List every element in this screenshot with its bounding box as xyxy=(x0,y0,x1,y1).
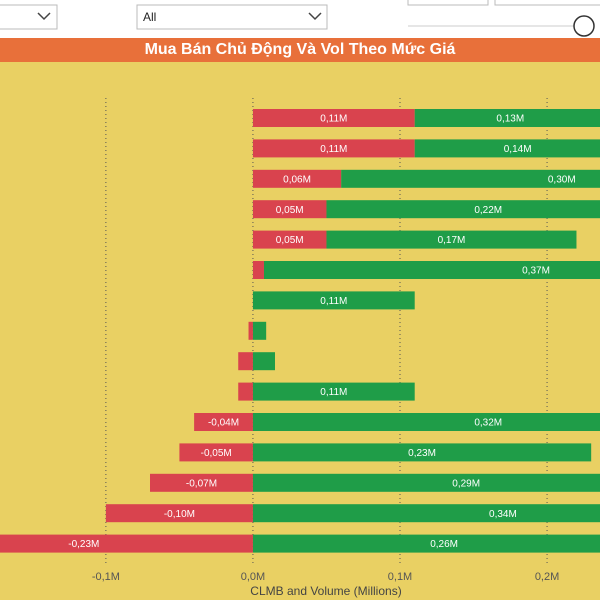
bar xyxy=(252,261,264,279)
data-label: -0,05M xyxy=(201,448,232,459)
bar xyxy=(194,413,253,431)
data-label: 0,34M xyxy=(489,509,517,520)
bar xyxy=(326,230,577,249)
bar xyxy=(252,413,600,431)
bar xyxy=(326,200,600,219)
x-tick-label: 0,2M xyxy=(535,571,559,583)
bar xyxy=(105,504,253,523)
data-label: 0,11M xyxy=(320,144,347,155)
data-label: 0,14M xyxy=(504,144,532,155)
bar xyxy=(252,443,592,462)
data-label: -0,07M xyxy=(186,478,217,489)
bar xyxy=(252,291,415,310)
x-axis-label: CLMB and Volume (Millions) xyxy=(250,584,401,598)
data-label: 0,11M xyxy=(320,296,347,307)
bar xyxy=(414,109,600,127)
data-label: 0,30M xyxy=(548,174,576,185)
bar xyxy=(252,230,327,249)
data-label: 0,37M xyxy=(522,266,550,277)
data-label: 0,11M xyxy=(320,114,347,125)
data-label: 0,13M xyxy=(496,114,524,125)
date-box[interactable] xyxy=(494,0,600,6)
dropdown-value: All xyxy=(143,10,156,24)
data-label: 0,05M xyxy=(276,235,304,246)
bar xyxy=(341,169,600,188)
title-bar xyxy=(0,38,600,62)
bar xyxy=(252,139,415,158)
x-tick-label: 0,1M xyxy=(388,571,412,583)
bar xyxy=(414,139,600,158)
date-box[interactable] xyxy=(407,0,489,6)
bar xyxy=(263,261,600,279)
slider-handle[interactable] xyxy=(573,15,595,37)
bar xyxy=(252,352,275,371)
data-label: -0,10M xyxy=(164,509,195,520)
bar xyxy=(252,321,267,340)
data-label: 0,06M xyxy=(283,174,311,185)
chevron xyxy=(308,12,322,21)
bar xyxy=(252,109,415,127)
bar xyxy=(248,321,253,340)
data-label: 0,05M xyxy=(276,205,304,216)
bar xyxy=(252,169,342,188)
bar xyxy=(238,382,253,401)
data-label: 0,29M xyxy=(452,478,480,489)
chart-title: Mua Bán Chủ Động Và Vol Theo Mức Giá xyxy=(145,41,456,58)
bar xyxy=(0,534,253,553)
x-tick-label: 0,0M xyxy=(241,571,265,583)
data-label: -0,23M xyxy=(68,539,99,550)
bar xyxy=(252,534,600,553)
data-label: 0,26M xyxy=(430,539,458,550)
bar xyxy=(252,200,327,219)
bar xyxy=(252,382,415,401)
data-label: 0,17M xyxy=(438,235,466,246)
data-label: 0,32M xyxy=(474,418,502,429)
dropdown[interactable] xyxy=(0,4,58,30)
bar xyxy=(238,352,253,371)
data-label: 0,22M xyxy=(474,205,502,216)
data-label: 0,11M xyxy=(320,387,347,398)
data-label: -0,04M xyxy=(208,418,239,429)
chevron xyxy=(37,12,51,21)
bar xyxy=(179,443,253,462)
bar xyxy=(252,504,600,523)
data-label: 0,23M xyxy=(408,448,436,459)
bar xyxy=(252,473,600,492)
bar xyxy=(150,473,253,492)
dropdown[interactable] xyxy=(136,4,328,30)
x-tick-label: -0,1M xyxy=(92,571,120,583)
